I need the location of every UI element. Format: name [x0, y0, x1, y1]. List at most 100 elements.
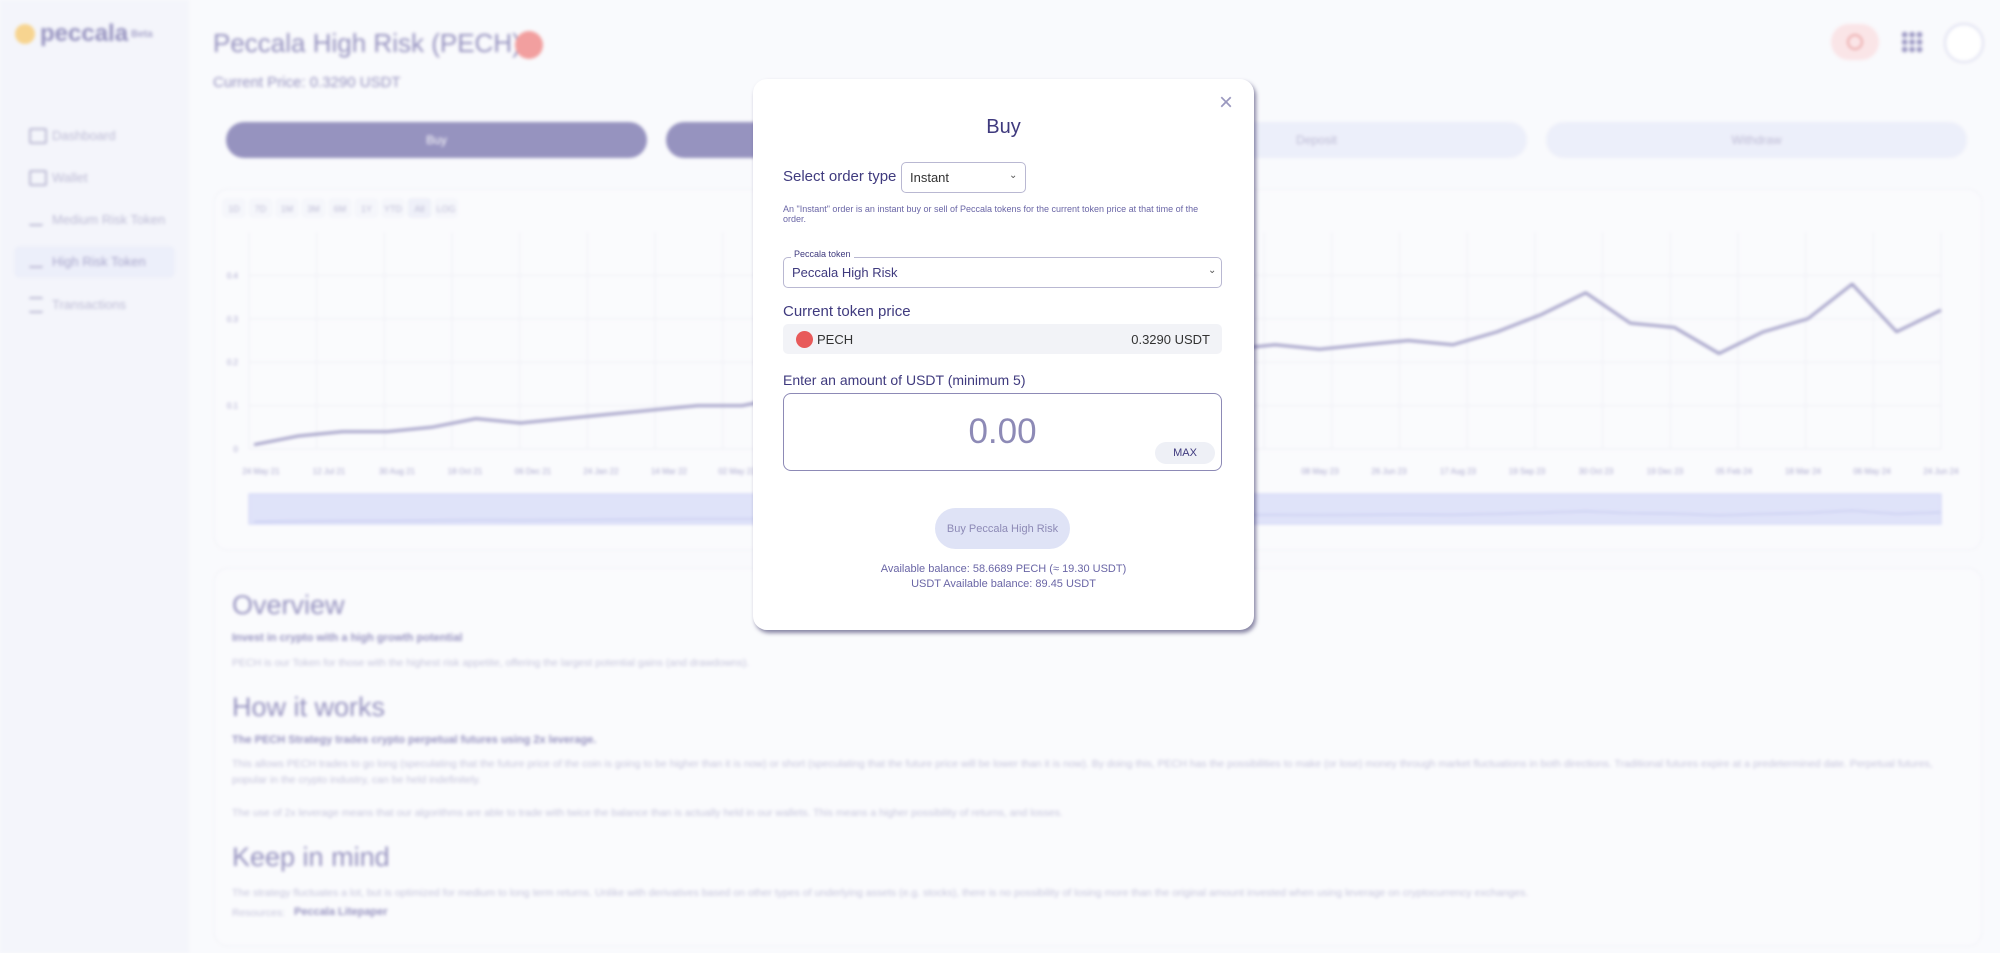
nav-item[interactable]: Medium Risk Token — [52, 212, 166, 227]
nav-active — [14, 246, 175, 278]
buy-modal: × Buy Select order type Instant ⌄ An "In… — [753, 79, 1254, 630]
range-button — [354, 198, 379, 218]
nav-item[interactable]: Transactions — [52, 297, 126, 312]
x-tick-label: 18 Mar 24 — [1785, 467, 1822, 476]
beta-badge: Beta — [131, 29, 153, 40]
alert-icon — [1847, 34, 1863, 50]
x-tick-label: 26 Jun 23 — [1371, 467, 1407, 476]
x-tick-label: 05 Feb 24 — [1716, 467, 1753, 476]
select-arrow: ⌄ — [1208, 265, 1217, 276]
nav-icon — [29, 297, 43, 313]
price-box: PECH 0.3290 USDT — [783, 324, 1222, 354]
x-tick-label: 30 Oct 23 — [1579, 467, 1614, 476]
x-tick-label: 24 Jun 24 — [1923, 467, 1959, 476]
order-type-select[interactable]: Instant ⌄ — [901, 162, 1026, 193]
submit-button[interactable]: Buy Peccala High Risk — [935, 508, 1070, 549]
nav-icon — [29, 170, 47, 186]
resources-label: Resources: — [232, 907, 286, 919]
nav-icon — [29, 254, 43, 268]
apps-button[interactable] — [1901, 31, 1923, 53]
range-label[interactable]: 1M — [281, 204, 294, 214]
page-title: Peccala High Risk (PECH) — [213, 28, 521, 58]
range-button — [222, 198, 246, 218]
range-button — [328, 198, 352, 218]
y-tick-label: 0.1 — [227, 402, 239, 411]
nav-item[interactable]: High Risk Token — [52, 254, 146, 269]
range-label[interactable]: 7D — [255, 204, 267, 214]
token-value: Peccala High Risk — [792, 265, 898, 280]
range-label[interactable]: 1Y — [361, 204, 372, 214]
current-price: Current Price: 0.3290 USDT — [213, 74, 401, 91]
range-label[interactable]: All — [414, 204, 424, 214]
token-icon — [515, 31, 543, 59]
price-value: 0.3290 USDT — [1131, 332, 1210, 347]
x-tick-label: 24 Jan 22 — [583, 467, 619, 476]
x-tick-label: 24 May 21 — [242, 467, 280, 476]
balance-usdt: USDT Available balance: 89.45 USDT — [911, 578, 1096, 590]
order-type-value: Instant — [910, 170, 950, 185]
y-tick-label: 0.4 — [227, 271, 239, 280]
order-type-help: An "Instant" order is an instant buy or … — [783, 204, 1199, 224]
logo-icon — [15, 24, 35, 44]
order-type-label: Select order type — [783, 168, 897, 185]
x-tick-label: 06 May 24 — [1853, 467, 1891, 476]
x-tick-label: 06 Dec 21 — [515, 467, 552, 476]
profile-button[interactable] — [1944, 23, 1984, 63]
x-tick-label: 14 Mar 22 — [651, 467, 688, 476]
range-label[interactable]: LOG — [436, 204, 455, 214]
section-title: How it works — [232, 692, 386, 722]
section-title: Keep in mind — [232, 842, 390, 872]
x-tick-label: 18 Oct 21 — [448, 467, 483, 476]
section-text: The use of 2x leverage means that our al… — [232, 807, 1063, 819]
range-label[interactable]: 3M — [307, 204, 320, 214]
close-button[interactable]: × — [1219, 89, 1234, 116]
range-label[interactable]: 1D — [228, 204, 240, 214]
section-text: This allows PECH trades to go long (spec… — [232, 758, 1933, 786]
x-tick-label: 02 May 22 — [718, 467, 756, 476]
x-tick-label: 12 Jul 21 — [313, 467, 346, 476]
price-symbol: PECH — [817, 332, 854, 347]
max-button[interactable]: MAX — [1155, 442, 1215, 464]
nav-item[interactable]: Dashboard — [52, 128, 116, 143]
y-tick-label: 0 — [234, 445, 239, 454]
sidebar: peccala Beta Dashboard Wallet Medium Ris… — [0, 0, 189, 953]
range-button — [434, 198, 458, 218]
resources-link[interactable]: Peccala Litepaper — [294, 906, 388, 918]
nav-item[interactable]: Wallet — [52, 170, 88, 185]
price-label: Current token price — [783, 303, 911, 320]
amount-placeholder: 0.00 — [968, 412, 1037, 451]
amount-label: Enter an amount of USDT (minimum 5) — [783, 372, 1026, 388]
range-button — [407, 198, 432, 218]
select-arrow: ⌄ — [1009, 170, 1018, 181]
y-tick-label: 0.3 — [227, 315, 239, 324]
token-select[interactable]: Peccala High Risk ⌄ — [783, 257, 1222, 288]
amount-input[interactable]: 0.00 MAX — [783, 393, 1222, 471]
x-tick-label: 17 Aug 23 — [1440, 467, 1477, 476]
range-button — [301, 198, 326, 218]
x-tick-label: 19 Dec 23 — [1647, 467, 1684, 476]
logo: peccala — [40, 20, 129, 47]
x-tick-label: 30 Aug 21 — [379, 467, 416, 476]
token-legend: Peccala token — [791, 249, 854, 259]
x-tick-label: 08 May 23 — [1301, 467, 1339, 476]
modal-title: Buy — [986, 116, 1021, 138]
section-title: Overview — [232, 590, 345, 620]
section-lead: Invest in crypto with a high growth pote… — [232, 632, 463, 644]
range-label[interactable]: 6M — [334, 204, 347, 214]
buy-button[interactable]: Buy — [226, 122, 647, 158]
range-button — [248, 198, 273, 218]
withdraw-button[interactable]: Withdraw — [1546, 122, 1967, 158]
range-button — [275, 198, 299, 218]
range-label[interactable]: YTD — [384, 204, 403, 214]
balance-pech: Available balance: 58.6689 PECH (≈ 19.30… — [880, 563, 1127, 575]
token-icon — [796, 331, 813, 348]
section-text: The strategy fluctuates a lot, but is op… — [232, 887, 1529, 899]
range-button — [381, 198, 405, 218]
info-card — [214, 568, 1982, 946]
y-tick-label: 0.2 — [227, 358, 239, 367]
x-tick-label: 19 Sep 23 — [1509, 467, 1546, 476]
section-text: PECH is our Token for those with the hig… — [232, 657, 750, 669]
nav-icon — [29, 212, 43, 226]
nav-icon — [29, 128, 47, 144]
